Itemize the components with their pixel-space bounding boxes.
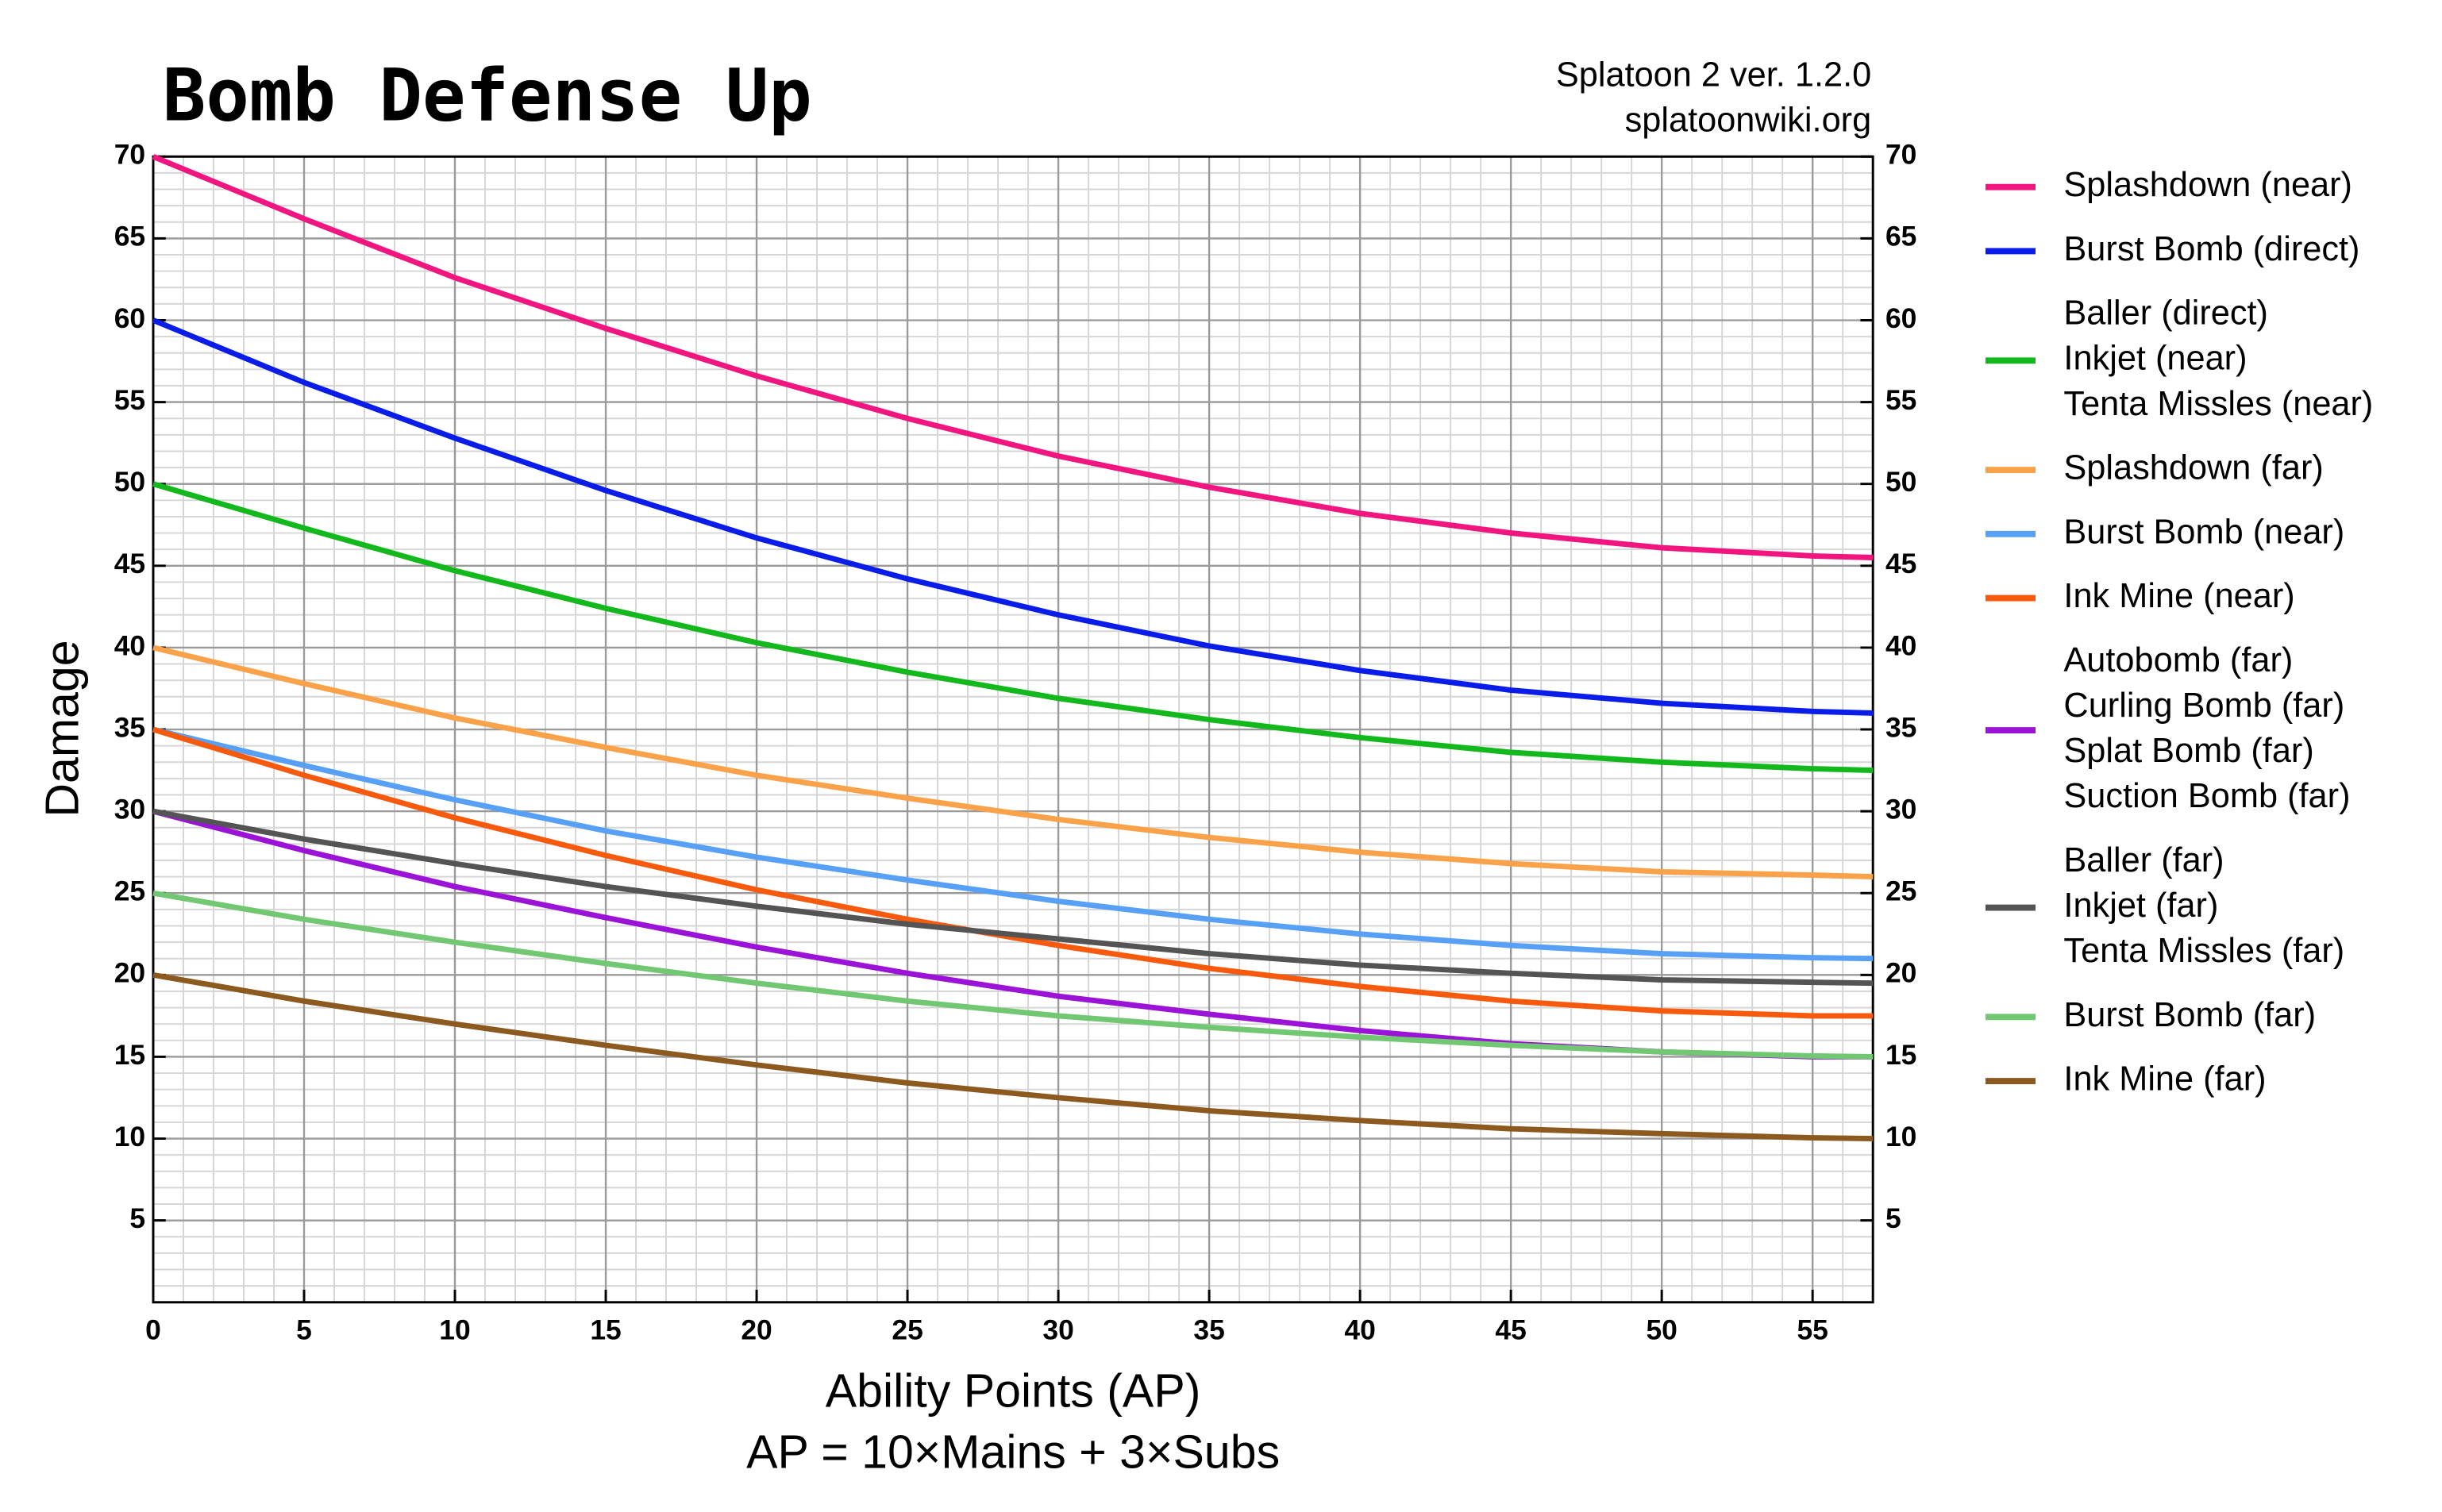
subtitle: splatoonwiki.org xyxy=(1625,101,1872,139)
y-tick-label: 50 xyxy=(114,466,145,498)
y-tick-label-right: 30 xyxy=(1885,793,1916,825)
legend-label: Ink Mine (near) xyxy=(2063,577,2294,615)
legend-label: Burst Bomb (near) xyxy=(2063,513,2344,551)
y-tick-label-right: 55 xyxy=(1885,384,1916,416)
x-tick-label: 25 xyxy=(892,1314,922,1346)
y-tick-label-right: 65 xyxy=(1885,221,1916,252)
y-tick-label: 35 xyxy=(114,711,145,743)
x-tick-label: 35 xyxy=(1193,1314,1224,1346)
y-tick-label-right: 50 xyxy=(1885,466,1916,498)
y-tick-label: 5 xyxy=(129,1202,145,1234)
y-tick-label: 10 xyxy=(114,1121,145,1152)
legend-label: Splashdown (near) xyxy=(2063,166,2352,204)
series-line xyxy=(152,481,1874,774)
series-line xyxy=(152,644,1874,880)
legend-label: Splat Bomb (far) xyxy=(2063,732,2313,770)
y-tick-label-right: 45 xyxy=(1885,548,1916,579)
y-tick-label: 65 xyxy=(114,221,145,252)
y-tick-label-right: 5 xyxy=(1885,1202,1901,1234)
y-tick-label: 55 xyxy=(114,384,145,416)
x-tick-label: 30 xyxy=(1042,1314,1073,1346)
legend-label: Burst Bomb (far) xyxy=(2063,996,2316,1034)
x-tick-label: 10 xyxy=(439,1314,470,1346)
y-tick-label: 45 xyxy=(114,548,145,579)
y-tick-label-right: 10 xyxy=(1885,1121,1916,1152)
x-tick-label: 55 xyxy=(1797,1314,1828,1346)
subtitle: Splatoon 2 ver. 1.2.0 xyxy=(1556,56,1871,94)
y-tick-label: 30 xyxy=(114,793,145,825)
series-line xyxy=(152,726,1874,962)
y-tick-label: 20 xyxy=(114,957,145,989)
y-tick-label-right: 20 xyxy=(1885,957,1916,989)
y-tick-label: 60 xyxy=(114,302,145,334)
x-tick-label: 15 xyxy=(590,1314,621,1346)
y-tick-label-right: 15 xyxy=(1885,1039,1916,1071)
y-tick-label-right: 40 xyxy=(1885,629,1916,661)
x-axis-label: Ability Points (AP) xyxy=(826,1365,1201,1418)
y-tick-label: 25 xyxy=(114,875,145,907)
y-axis-label: Damage xyxy=(36,640,88,817)
legend-label: Tenta Missles (near) xyxy=(2063,385,2373,423)
y-tick-label-right: 35 xyxy=(1885,711,1916,743)
legend-label: Suction Bomb (far) xyxy=(2063,777,2350,815)
x-tick-label: 50 xyxy=(1646,1314,1677,1346)
y-tick-label-right: 70 xyxy=(1885,139,1916,171)
y-tick-label: 70 xyxy=(114,139,145,171)
legend-label: Curling Bomb (far) xyxy=(2063,687,2344,725)
legend-label: Baller (far) xyxy=(2063,841,2224,879)
legend-label: Inkjet (far) xyxy=(2063,887,2218,925)
x-axis-label: AP = 10×Mains + 3×Subs xyxy=(746,1425,1280,1478)
legend-label: Splashdown (far) xyxy=(2063,449,2323,487)
legend-label: Autobomb (far) xyxy=(2063,641,2293,679)
y-tick-label: 15 xyxy=(114,1039,145,1071)
legend-label: Baller (direct) xyxy=(2063,294,2268,333)
series-line xyxy=(152,154,1874,560)
legend-label: Burst Bomb (direct) xyxy=(2063,230,2359,268)
legend-label: Inkjet (near) xyxy=(2063,340,2247,378)
series-line xyxy=(152,808,1874,987)
series-line xyxy=(152,971,1874,1141)
series-line xyxy=(152,317,1874,716)
x-tick-label: 40 xyxy=(1344,1314,1375,1346)
x-tick-label: 45 xyxy=(1495,1314,1526,1346)
x-tick-label: 5 xyxy=(296,1314,312,1346)
chart-title: Bomb Defense Up xyxy=(163,54,812,137)
y-tick-label-right: 25 xyxy=(1885,875,1916,907)
x-tick-label: 0 xyxy=(145,1314,161,1346)
y-tick-label: 40 xyxy=(114,629,145,661)
legend-label: Ink Mine (far) xyxy=(2063,1060,2266,1098)
legend-label: Tenta Missles (far) xyxy=(2063,932,2344,970)
series-line xyxy=(152,890,1874,1060)
x-tick-label: 20 xyxy=(741,1314,772,1346)
series-line xyxy=(152,726,1874,1019)
y-tick-label-right: 60 xyxy=(1885,302,1916,334)
